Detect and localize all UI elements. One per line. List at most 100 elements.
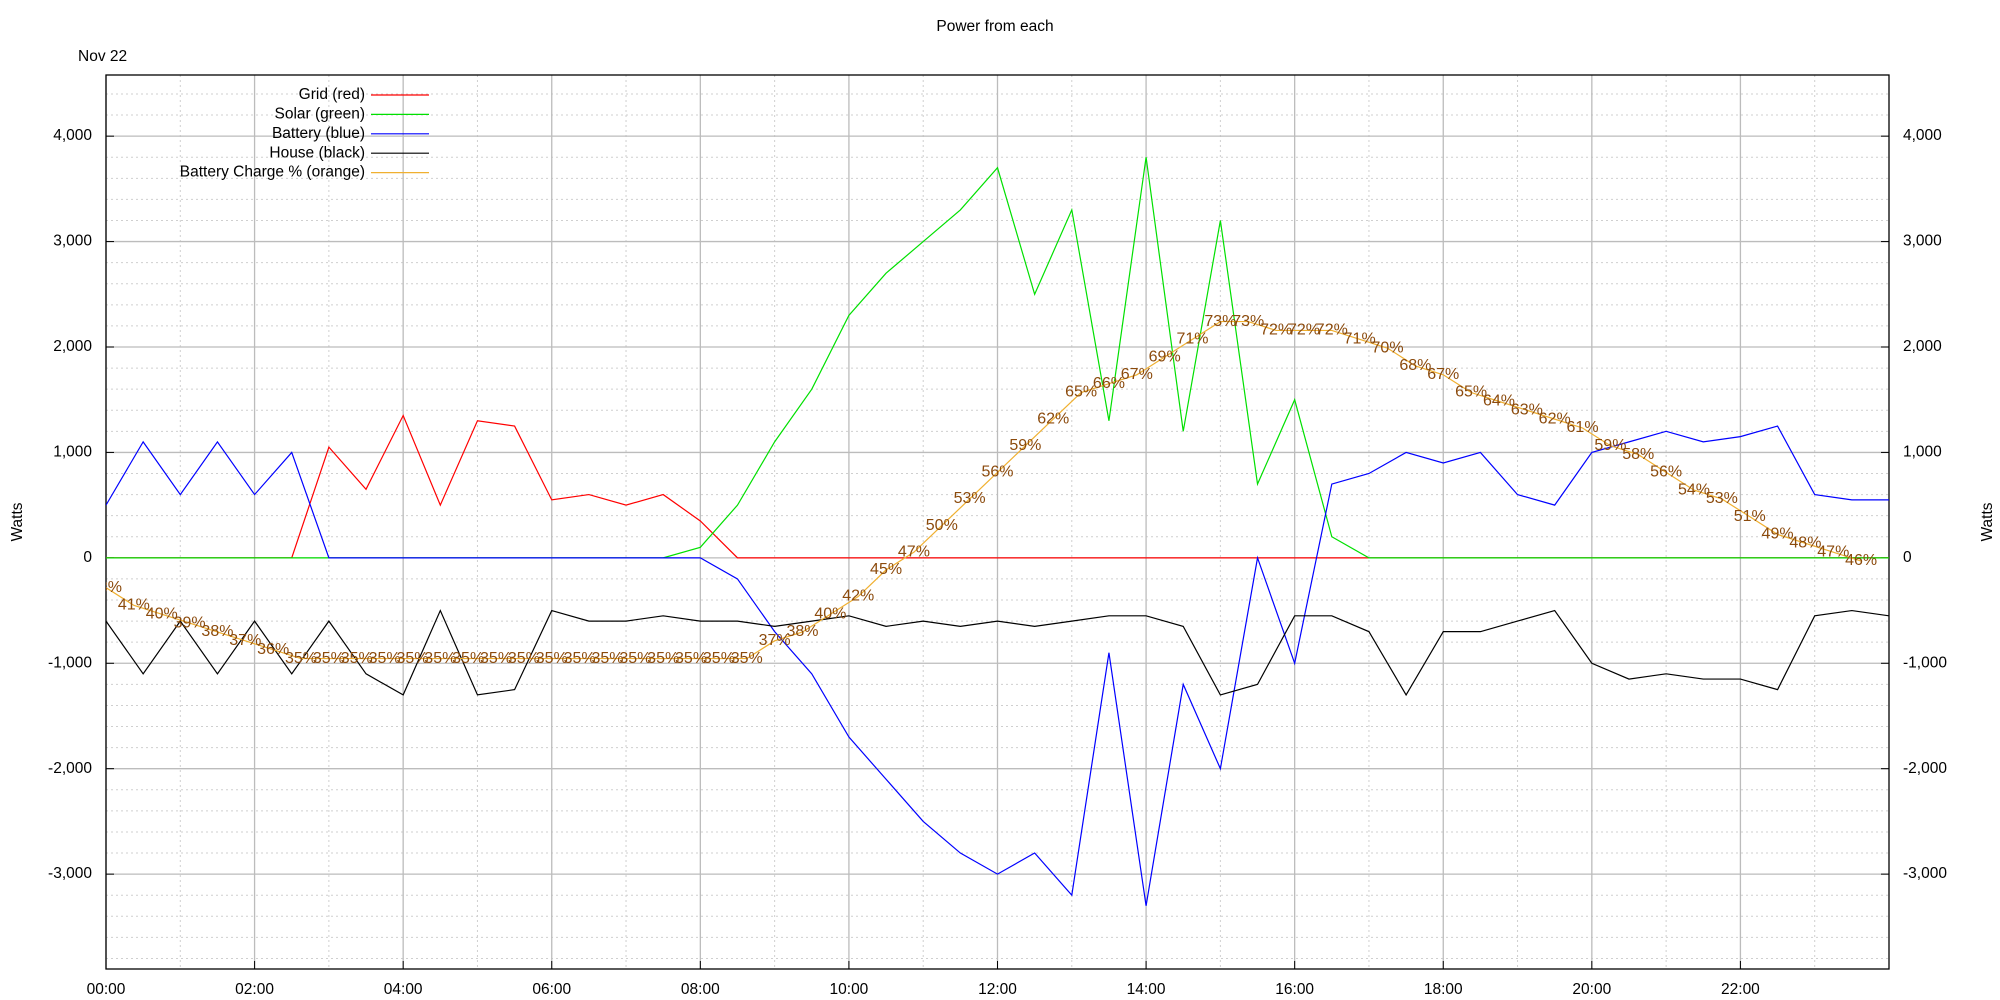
data-label: 42% [842,588,874,605]
legend-label: Solar (green) [275,105,365,122]
data-label: 53% [1706,490,1738,507]
x-tick-label: 06:00 [532,981,571,998]
y2-axis-label: Watts [1979,502,1996,541]
y2-tick-label: 1,000 [1903,444,1942,461]
data-label: 59% [1009,437,1041,454]
data-label: 71% [1344,331,1376,348]
data-label: 68% [1399,357,1431,374]
data-label: 35% [341,650,373,667]
data-label: 48% [1789,535,1821,552]
x-tick-label: 00:00 [87,981,126,998]
data-label: 35% [536,650,568,667]
data-label: 47% [898,543,930,560]
data-label: 36% [257,641,289,658]
series-line [106,609,1889,697]
data-label: 70% [1372,339,1404,356]
data-label: 41% [118,597,150,614]
data-label: 35% [675,650,707,667]
x-tick-label: 16:00 [1275,981,1314,998]
data-label: 45% [870,561,902,578]
y-tick-label: -1,000 [48,654,92,671]
data-label: 56% [981,464,1013,481]
data-label: 50% [926,517,958,534]
data-label: 49% [1762,526,1794,543]
data-label: 59% [1594,437,1626,454]
data-label: 63% [1511,401,1543,418]
data-label: 35% [703,650,735,667]
data-label: 39% [174,614,206,631]
legend-label: House (black) [269,144,365,161]
y2-tick-label: -3,000 [1903,865,1947,882]
data-label: 35% [480,650,512,667]
x-tick-label: 20:00 [1572,981,1611,998]
data-label: 35% [619,650,651,667]
series-line [106,320,1862,660]
data-label: 65% [1065,384,1097,401]
data-label: 72% [1288,322,1320,339]
data-label: 51% [1734,508,1766,525]
data-label: 46% [1845,552,1877,569]
x-tick-label: 22:00 [1721,981,1760,998]
data-label: 35% [369,650,401,667]
x-tick-label: 12:00 [978,981,1017,998]
data-label: 67% [1121,366,1153,383]
data-label: 67% [1427,366,1459,383]
data-label: 66% [1093,375,1125,392]
data-label: 53% [954,490,986,507]
data-label: 38% [201,623,233,640]
y2-tick-label: 3,000 [1903,233,1942,250]
y-axis-label: Watts [9,502,26,541]
data-label: 56% [1650,464,1682,481]
y2-tick-label: -2,000 [1903,760,1947,777]
data-label: 71% [1177,331,1209,348]
date-label: Nov 22 [78,48,127,65]
data-label: 35% [313,650,345,667]
data-label: 72% [1260,322,1292,339]
y2-tick-label: 2,000 [1903,338,1942,355]
data-label: 35% [424,650,456,667]
x-tick-label: 18:00 [1424,981,1463,998]
y-tick-label: 2,000 [53,338,92,355]
x-tick-label: 10:00 [830,981,869,998]
data-label: 64% [1483,393,1515,410]
x-tick-label: 08:00 [681,981,720,998]
data-label: 69% [1149,348,1181,365]
data-label: 43% [90,579,122,596]
data-label: 35% [396,650,428,667]
data-label: 73% [1204,313,1236,330]
y-tick-label: 4,000 [53,127,92,144]
data-label: 40% [146,605,178,622]
data-label: 47% [1817,543,1849,560]
data-label: 65% [1455,384,1487,401]
y2-tick-label: 0 [1903,549,1912,566]
data-label: 72% [1316,322,1348,339]
data-label: 35% [564,650,596,667]
data-label: 35% [591,650,623,667]
legend-label: Battery (blue) [272,125,365,142]
legend-label: Grid (red) [299,86,365,103]
data-label: 62% [1539,410,1571,427]
data-label: 35% [452,650,484,667]
y2-tick-label: -1,000 [1903,654,1947,671]
data-label: 61% [1567,419,1599,436]
y2-tick-label: 4,000 [1903,127,1942,144]
data-label: 38% [786,623,818,640]
x-tick-label: 14:00 [1127,981,1166,998]
y-tick-label: -2,000 [48,760,92,777]
data-label: 58% [1622,446,1654,463]
data-label: 35% [731,650,763,667]
legend-label: Battery Charge % (orange) [180,164,365,181]
data-label: 37% [759,632,791,649]
y-tick-label: -3,000 [48,865,92,882]
data-label: 62% [1037,410,1069,427]
y-tick-label: 0 [83,549,92,566]
series-line [106,425,1889,906]
data-label: 40% [814,605,846,622]
chart-title: Power from each [936,18,1053,35]
y-tick-label: 3,000 [53,233,92,250]
data-label: 37% [229,632,261,649]
data-label: 35% [508,650,540,667]
plot-area: 43%41%40%39%38%37%36%35%35%35%35%35%35%3… [90,157,1889,906]
data-label: 54% [1678,481,1710,498]
